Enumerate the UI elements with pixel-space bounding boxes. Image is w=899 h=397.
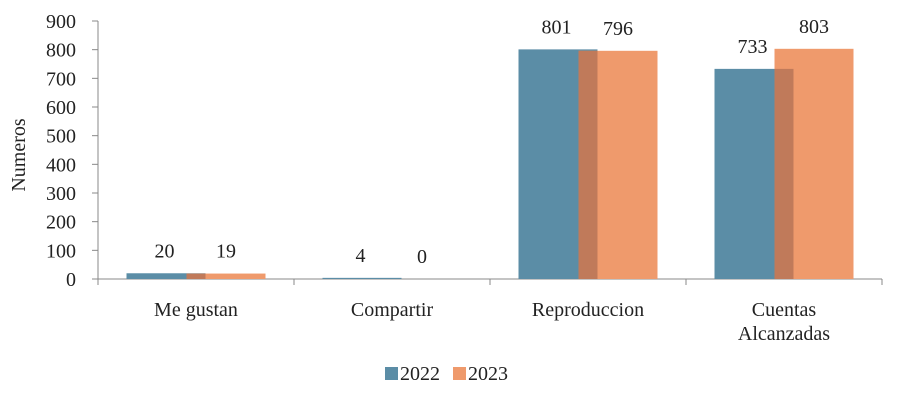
legend-label-2022: 2022 (400, 363, 440, 385)
bar-2022 (126, 273, 206, 279)
data-label-2022: 733 (738, 36, 768, 58)
legend-swatch-2023 (453, 367, 466, 380)
y-tick-label: 700 (46, 68, 76, 90)
data-labels: 20 19 4 0 801 796 733 803 (155, 16, 830, 268)
legend-label-2023: 2023 (468, 363, 508, 385)
y-tick-label: 900 (46, 11, 76, 33)
data-label-2022: 20 (155, 240, 175, 262)
bar-2022 (322, 277, 402, 279)
legend-swatch-2022 (385, 367, 398, 380)
data-label-2023: 796 (603, 18, 633, 40)
legend: 2022 2023 (385, 363, 508, 385)
bar-overlap (774, 68, 794, 279)
x-axis (97, 278, 883, 285)
bar-overlap (578, 50, 598, 280)
category-label: Me gustan (154, 299, 238, 321)
category-label: Reproduccion (532, 299, 644, 321)
y-tick-label: 200 (46, 212, 76, 234)
y-tick-label: 800 (46, 40, 76, 62)
y-tick-label: 400 (46, 154, 76, 176)
bar-2023 (186, 273, 266, 279)
category-labels: Me gustan Compartir Reproduccion CuentasAlc… (154, 299, 830, 345)
y-axis: 0 100 200 300 400 500 600 700 800 900 (46, 11, 99, 291)
bars (126, 48, 854, 280)
y-tick-label: 500 (46, 126, 76, 148)
category-label: Compartir (351, 299, 434, 321)
y-tick-label: 600 (46, 97, 76, 119)
data-label-2023: 803 (799, 16, 829, 38)
category-label: Cuentas (752, 299, 817, 321)
y-tick-label: 300 (46, 183, 76, 205)
data-label-2022: 801 (542, 16, 572, 38)
category-label: Alcanzadas (738, 323, 830, 345)
bar-overlap (186, 273, 206, 279)
y-axis-title: Numeros (8, 118, 30, 192)
data-label-2023: 0 (417, 246, 427, 268)
y-tick-label: 100 (46, 240, 76, 262)
y-tick-label: 0 (66, 269, 76, 291)
data-label-2022: 4 (356, 245, 366, 267)
data-label-2023: 19 (216, 241, 236, 263)
